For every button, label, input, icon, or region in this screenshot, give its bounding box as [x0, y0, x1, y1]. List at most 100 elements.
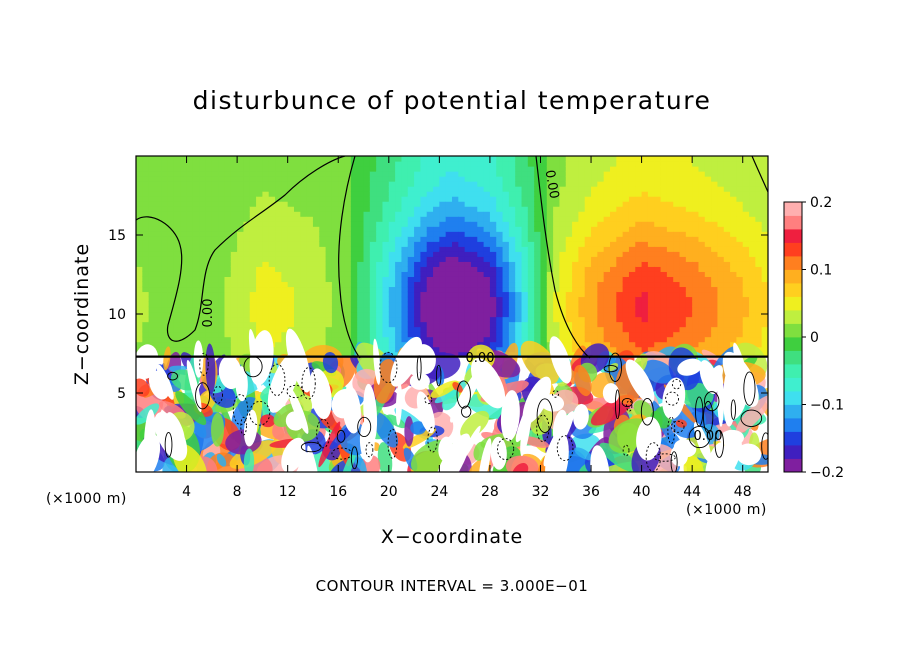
- upper-cell: [401, 271, 409, 277]
- upper-cell: [508, 251, 516, 257]
- upper-cell: [572, 331, 579, 338]
- upper-cell: [401, 246, 409, 252]
- upper-cell: [154, 321, 162, 328]
- upper-cell: [496, 236, 504, 242]
- upper-cell: [388, 291, 396, 298]
- upper-cell: [230, 196, 238, 202]
- upper-cell: [331, 191, 339, 197]
- upper-cell: [660, 181, 668, 187]
- upper-cell: [237, 301, 245, 308]
- upper-cell: [496, 176, 504, 182]
- lower-white-streak: [693, 421, 712, 462]
- upper-cell: [540, 321, 548, 328]
- upper-cell: [256, 276, 263, 283]
- upper-cell: [546, 156, 554, 162]
- upper-cell: [749, 301, 756, 308]
- upper-cell: [483, 301, 491, 308]
- upper-cell: [711, 256, 719, 262]
- upper-cell: [496, 256, 504, 262]
- lower-white-streak: [249, 330, 274, 386]
- upper-cell: [610, 286, 617, 293]
- upper-cell: [230, 161, 238, 167]
- upper-cell: [521, 211, 529, 217]
- upper-cell: [723, 186, 731, 192]
- upper-cell: [401, 201, 409, 207]
- upper-cell: [186, 191, 194, 197]
- upper-cell: [704, 156, 712, 162]
- upper-cell: [294, 326, 301, 333]
- upper-cell: [300, 321, 308, 328]
- upper-cell: [666, 216, 674, 222]
- upper-cell: [224, 301, 232, 308]
- upper-cell: [502, 196, 510, 202]
- upper-cell: [534, 246, 542, 252]
- upper-cell: [433, 156, 440, 162]
- upper-cell: [249, 291, 257, 298]
- upper-cell: [414, 271, 421, 277]
- upper-cell: [704, 321, 712, 328]
- upper-cell: [294, 261, 301, 267]
- upper-cell: [395, 341, 403, 348]
- upper-cell: [148, 341, 156, 348]
- upper-cell: [350, 231, 358, 237]
- upper-cell: [692, 336, 700, 343]
- upper-cell: [685, 241, 693, 247]
- upper-cell: [685, 236, 693, 242]
- upper-cell: [464, 181, 472, 187]
- upper-cell: [565, 351, 573, 358]
- upper-cell: [578, 276, 586, 283]
- upper-cell: [641, 306, 649, 313]
- upper-cell: [673, 201, 681, 207]
- upper-cell: [287, 201, 295, 207]
- upper-cell: [692, 201, 700, 207]
- upper-cell: [685, 316, 693, 323]
- upper-cell: [591, 261, 598, 267]
- upper-cell: [610, 211, 617, 217]
- upper-cell: [546, 206, 554, 212]
- upper-cell: [508, 186, 516, 192]
- upper-cell: [610, 321, 617, 328]
- upper-cell: [464, 156, 472, 162]
- upper-cell: [142, 341, 150, 348]
- upper-cell: [698, 226, 706, 232]
- upper-cell: [173, 291, 181, 298]
- upper-cell: [489, 286, 497, 293]
- upper-cell: [256, 266, 263, 272]
- upper-cell: [331, 266, 339, 272]
- upper-cell: [584, 291, 592, 298]
- upper-cell: [628, 266, 636, 272]
- upper-cell: [407, 156, 415, 162]
- upper-cell: [287, 316, 295, 323]
- upper-cell: [673, 341, 681, 348]
- upper-cell: [717, 221, 725, 227]
- upper-cell: [154, 166, 162, 172]
- upper-cell: [553, 231, 561, 237]
- lower-contour: [286, 384, 305, 399]
- upper-cell: [218, 176, 226, 182]
- upper-cell: [578, 301, 586, 308]
- upper-cell: [407, 191, 415, 197]
- upper-cell: [464, 341, 472, 348]
- upper-cell: [407, 241, 415, 247]
- upper-cell: [673, 181, 681, 187]
- upper-cell: [622, 206, 630, 212]
- upper-cell: [287, 156, 295, 162]
- upper-cell: [331, 216, 339, 222]
- upper-cell: [376, 271, 384, 277]
- upper-cell: [521, 181, 529, 187]
- upper-cell: [654, 271, 662, 277]
- upper-cell: [717, 311, 725, 318]
- upper-cell: [692, 296, 700, 303]
- upper-cell: [635, 291, 643, 298]
- upper-cell: [388, 336, 396, 343]
- upper-cell: [572, 226, 579, 232]
- upper-cell: [470, 301, 478, 308]
- upper-cell: [616, 181, 624, 187]
- upper-cell: [300, 336, 308, 343]
- upper-cell: [218, 231, 226, 237]
- lower-blob: [372, 412, 399, 448]
- upper-cell: [641, 216, 649, 222]
- upper-cell: [154, 211, 162, 217]
- upper-cell: [154, 331, 162, 338]
- upper-cell: [647, 211, 655, 217]
